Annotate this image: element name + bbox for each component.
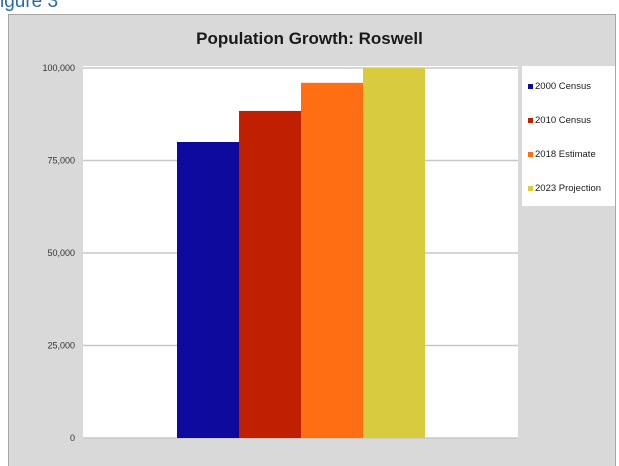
legend-label: 2018 Estimate <box>535 148 596 160</box>
legend: 2000 Census 2010 Census 2018 Estimate 2023 … <box>522 66 615 206</box>
legend-item: 2000 Census <box>528 79 591 93</box>
y-tick-label: 50,000 <box>47 248 75 258</box>
bar-2023-projection <box>363 68 425 438</box>
legend-item: 2018 Estimate <box>528 147 596 161</box>
y-tick-label: 100,000 <box>42 63 75 73</box>
legend-swatch <box>528 83 533 89</box>
legend-label: 2010 Census <box>535 114 591 126</box>
chart-title: Population Growth: Roswell <box>196 29 423 48</box>
legend-label: 2023 Projection <box>535 182 602 194</box>
legend-item: 2010 Census <box>528 113 591 127</box>
legend-swatch <box>528 117 533 123</box>
figure-caption: igure 3 <box>0 0 59 12</box>
bar-2018-estimate <box>301 82 363 439</box>
y-tick-label: 25,000 <box>47 341 75 351</box>
y-tick-label: 0 <box>70 433 75 443</box>
legend-label: 2000 Census <box>535 80 591 92</box>
bar-2010-census <box>239 110 301 439</box>
y-tick-label: 75,000 <box>47 156 75 166</box>
legend-swatch <box>528 185 533 191</box>
bar-2000-census <box>177 142 239 438</box>
bars <box>177 68 425 439</box>
legend-item: 2023 Projection <box>528 181 601 195</box>
y-axis-tick-labels: 0 25,000 50,000 75,000 100,000 <box>42 63 75 443</box>
legend-swatch <box>528 151 533 157</box>
